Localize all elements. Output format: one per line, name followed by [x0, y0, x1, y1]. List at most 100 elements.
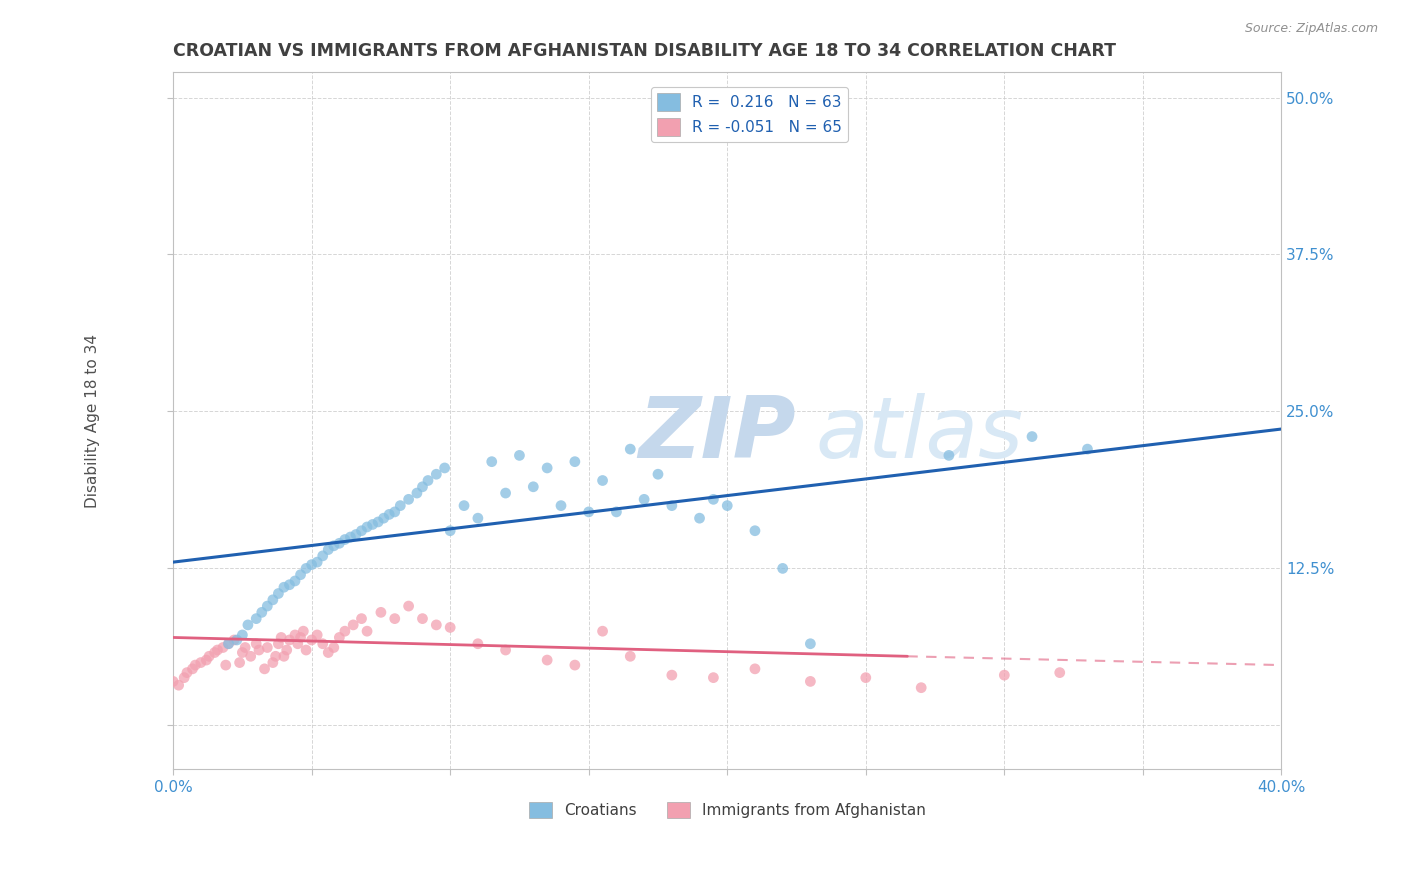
Point	[522, 480, 544, 494]
Point	[592, 474, 614, 488]
Point	[619, 442, 641, 456]
Point	[993, 668, 1015, 682]
Point	[198, 649, 221, 664]
Point	[290, 567, 312, 582]
Point	[225, 632, 247, 647]
Point	[716, 499, 738, 513]
Point	[661, 668, 683, 682]
Point	[384, 612, 406, 626]
Point	[162, 674, 184, 689]
Point	[605, 505, 627, 519]
Point	[702, 671, 724, 685]
Point	[406, 486, 429, 500]
Point	[239, 649, 262, 664]
Point	[181, 662, 204, 676]
Point	[312, 637, 335, 651]
Point	[247, 643, 270, 657]
Point	[212, 640, 235, 655]
Point	[256, 640, 278, 655]
Point	[273, 649, 295, 664]
Point	[536, 653, 558, 667]
Point	[316, 542, 339, 557]
Point	[273, 580, 295, 594]
Point	[322, 640, 344, 655]
Point	[222, 632, 245, 647]
Point	[550, 499, 572, 513]
Point	[231, 646, 253, 660]
Point	[467, 637, 489, 651]
Point	[204, 646, 226, 660]
Point	[276, 643, 298, 657]
Point	[287, 637, 309, 651]
Point	[495, 643, 517, 657]
Point	[328, 536, 350, 550]
Point	[218, 637, 240, 651]
Point	[398, 492, 420, 507]
Point	[295, 643, 318, 657]
Point	[295, 561, 318, 575]
Point	[344, 527, 367, 541]
Point	[233, 640, 256, 655]
Point	[411, 480, 433, 494]
Point	[799, 637, 821, 651]
Point	[467, 511, 489, 525]
Point	[378, 508, 401, 522]
Point	[284, 574, 307, 588]
Point	[262, 656, 284, 670]
Point	[619, 649, 641, 664]
Point	[910, 681, 932, 695]
Point	[389, 499, 412, 513]
Point	[361, 517, 384, 532]
Point	[267, 586, 290, 600]
Point	[592, 624, 614, 639]
Point	[416, 474, 439, 488]
Point	[333, 533, 356, 547]
Point	[633, 492, 655, 507]
Point	[301, 632, 323, 647]
Point	[425, 467, 447, 482]
Point	[278, 632, 301, 647]
Text: atlas: atlas	[815, 393, 1024, 476]
Point	[250, 605, 273, 619]
Point	[370, 605, 392, 619]
Point	[245, 612, 267, 626]
Point	[207, 643, 229, 657]
Point	[356, 520, 378, 534]
Point	[236, 618, 259, 632]
Point	[744, 524, 766, 538]
Point	[284, 628, 307, 642]
Legend: Croatians, Immigrants from Afghanistan: Croatians, Immigrants from Afghanistan	[523, 797, 932, 824]
Point	[536, 461, 558, 475]
Point	[350, 524, 373, 538]
Point	[195, 653, 218, 667]
Point	[292, 624, 315, 639]
Point	[425, 618, 447, 632]
Point	[290, 631, 312, 645]
Point	[350, 612, 373, 626]
Point	[316, 646, 339, 660]
Point	[228, 656, 250, 670]
Point	[1021, 429, 1043, 443]
Point	[328, 631, 350, 645]
Point	[215, 658, 238, 673]
Point	[267, 637, 290, 651]
Point	[356, 624, 378, 639]
Point	[184, 658, 207, 673]
Point	[508, 449, 530, 463]
Point	[1049, 665, 1071, 680]
Point	[262, 592, 284, 607]
Point	[433, 461, 456, 475]
Point	[855, 671, 877, 685]
Point	[373, 511, 395, 525]
Point	[744, 662, 766, 676]
Point	[173, 671, 195, 685]
Point	[439, 524, 461, 538]
Point	[367, 515, 389, 529]
Point	[578, 505, 600, 519]
Point	[647, 467, 669, 482]
Point	[307, 628, 329, 642]
Point	[481, 455, 503, 469]
Point	[772, 561, 794, 575]
Point	[384, 505, 406, 519]
Point	[439, 620, 461, 634]
